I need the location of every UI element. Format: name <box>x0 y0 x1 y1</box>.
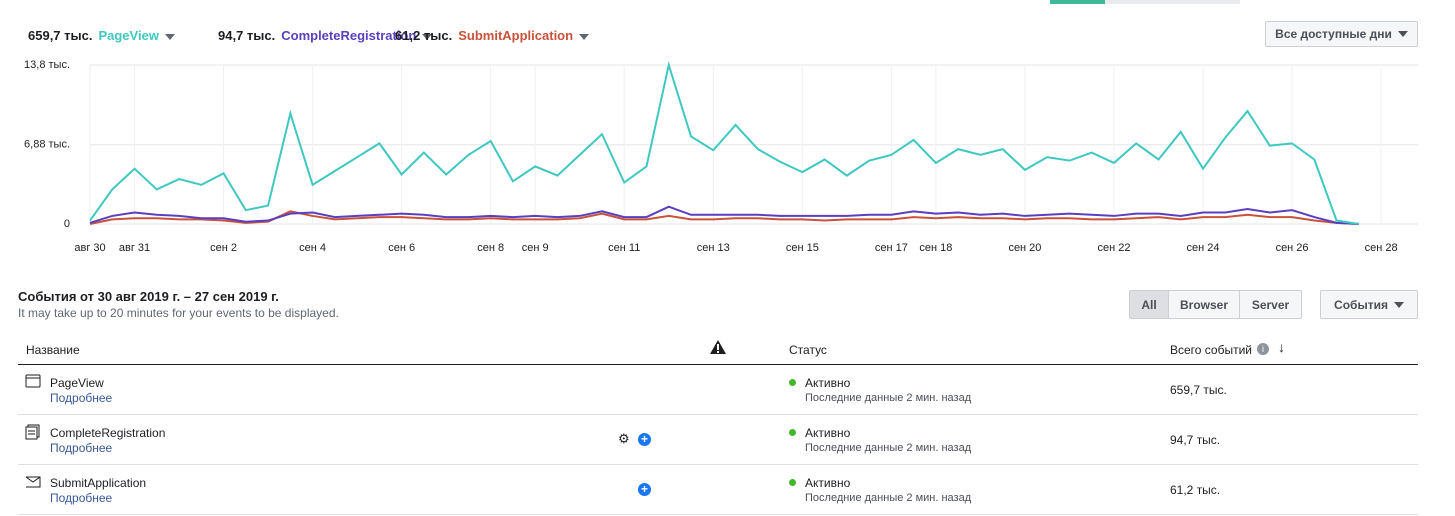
table-row: PageView Подробнее Активно Последние данные… <box>18 365 1418 415</box>
legend-caret <box>422 33 433 40</box>
table-row: CompleteRegistration Подробнее ⚙ + Активно По… <box>18 415 1418 465</box>
event-name: PageView <box>50 376 104 390</box>
event-icon <box>25 424 40 440</box>
top-strip-accent <box>1050 0 1105 4</box>
button-label: Все доступные дни <box>1275 27 1392 41</box>
status-dot <box>789 479 796 486</box>
status: Активно <box>805 426 851 440</box>
date-range-button[interactable]: Все доступные дни <box>1265 21 1418 47</box>
table-header: Название Статус Всего событий i ↓ <box>18 335 1418 365</box>
header-cell: Всего событий <box>1170 343 1253 357</box>
warning-icon <box>710 340 726 354</box>
x-tick-label: сен 8 <box>477 242 504 254</box>
x-tick-label: сен 18 <box>919 242 952 254</box>
status: Активно <box>805 476 851 490</box>
filter-button[interactable]: Server <box>1239 290 1302 319</box>
x-tick-label: сен 4 <box>299 242 326 254</box>
filter-button[interactable]: All <box>1129 290 1169 319</box>
event-icon <box>25 476 41 488</box>
status-detail: Последние данные 2 мин. назад <box>805 392 972 404</box>
event-icon <box>25 374 41 388</box>
header-cell: Статус <box>789 343 827 357</box>
legend-caret <box>579 33 590 40</box>
legend-total: 61,2 тыс. <box>395 28 453 43</box>
event-name: CompleteRegistration <box>50 426 166 440</box>
series-line <box>89 61 1359 225</box>
status-dot <box>789 429 796 436</box>
header-cell: Название <box>26 343 80 357</box>
x-tick-label: сен 11 <box>608 242 640 254</box>
section-subtitle: It may take up to 20 minutes for your ev… <box>18 306 339 320</box>
table-row: SubmitApplication Подробнее + Активно Послед… <box>18 465 1418 515</box>
sort-icon[interactable]: ↓ <box>1278 339 1285 355</box>
top-strip <box>1050 0 1240 4</box>
add-icon[interactable]: + <box>638 483 651 496</box>
x-tick-label: сен 20 <box>1008 242 1041 254</box>
button-label: События <box>1334 297 1388 312</box>
details-link[interactable]: Подробнее <box>50 441 113 455</box>
x-tick-label: сен 9 <box>522 242 549 254</box>
status-detail: Последние данные 2 мин. назад <box>805 442 972 454</box>
events-button[interactable]: События <box>1320 290 1418 319</box>
x-tick-label: сен 26 <box>1276 242 1309 254</box>
legend-total: 94,7 тыс. <box>218 28 276 43</box>
total: 61,2 тыс. <box>1170 483 1221 497</box>
x-tick-label: сен 22 <box>1097 242 1130 254</box>
legend-item: 659,7 тыс. PageView <box>28 28 175 43</box>
section-title: События от 30 авг 2019 г. – 27 сен 2019 … <box>18 289 279 304</box>
chart: 0 6,88 тыс. 13,8 тыс. авг 30 авг 31 сен 2 сен … <box>24 59 1418 254</box>
x-tick-label: сен 15 <box>786 242 819 254</box>
series-line <box>89 205 1359 225</box>
add-icon[interactable]: + <box>638 433 651 446</box>
x-tick-label: сен 6 <box>388 242 415 254</box>
x-tick-label: авг 31 <box>119 242 150 254</box>
status-detail: Последние данные 2 мин. назад <box>805 492 972 504</box>
settings-icon: ⚙ <box>618 431 630 446</box>
x-tick-label: сен 17 <box>875 242 908 254</box>
filter-button[interactable]: Browser <box>1168 290 1240 319</box>
legend-total: 659,7 тыс. <box>28 28 93 43</box>
legend-name: PageView <box>98 28 159 43</box>
x-tick-label: авг 30 <box>74 242 105 254</box>
legend-item: 61,2 тыс. SubmitApplication <box>395 28 590 43</box>
x-tick-label: сен 24 <box>1187 242 1220 254</box>
info-icon: i <box>1257 343 1269 355</box>
legend-name: CompleteRegistration <box>281 28 417 43</box>
y-tick-label: 13,8 тыс. <box>24 59 70 71</box>
y-tick-label: 6,88 тыс. <box>24 139 70 151</box>
status-dot <box>789 379 796 386</box>
x-tick-label: сен 2 <box>210 242 237 254</box>
x-tick-label: сен 28 <box>1365 242 1398 254</box>
details-link[interactable]: Подробнее <box>50 491 113 505</box>
legend-name: SubmitApplication <box>458 28 574 43</box>
y-tick-label: 0 <box>64 218 70 230</box>
total: 659,7 тыс. <box>1170 383 1227 397</box>
details-link[interactable]: Подробнее <box>50 391 113 405</box>
legend-item: 94,7 тыс. CompleteRegistration <box>218 28 433 43</box>
status: Активно <box>805 376 851 390</box>
event-name: SubmitApplication <box>50 476 147 490</box>
x-tick-label: сен 13 <box>697 242 730 254</box>
total: 94,7 тыс. <box>1170 433 1221 447</box>
legend-caret <box>164 33 175 40</box>
